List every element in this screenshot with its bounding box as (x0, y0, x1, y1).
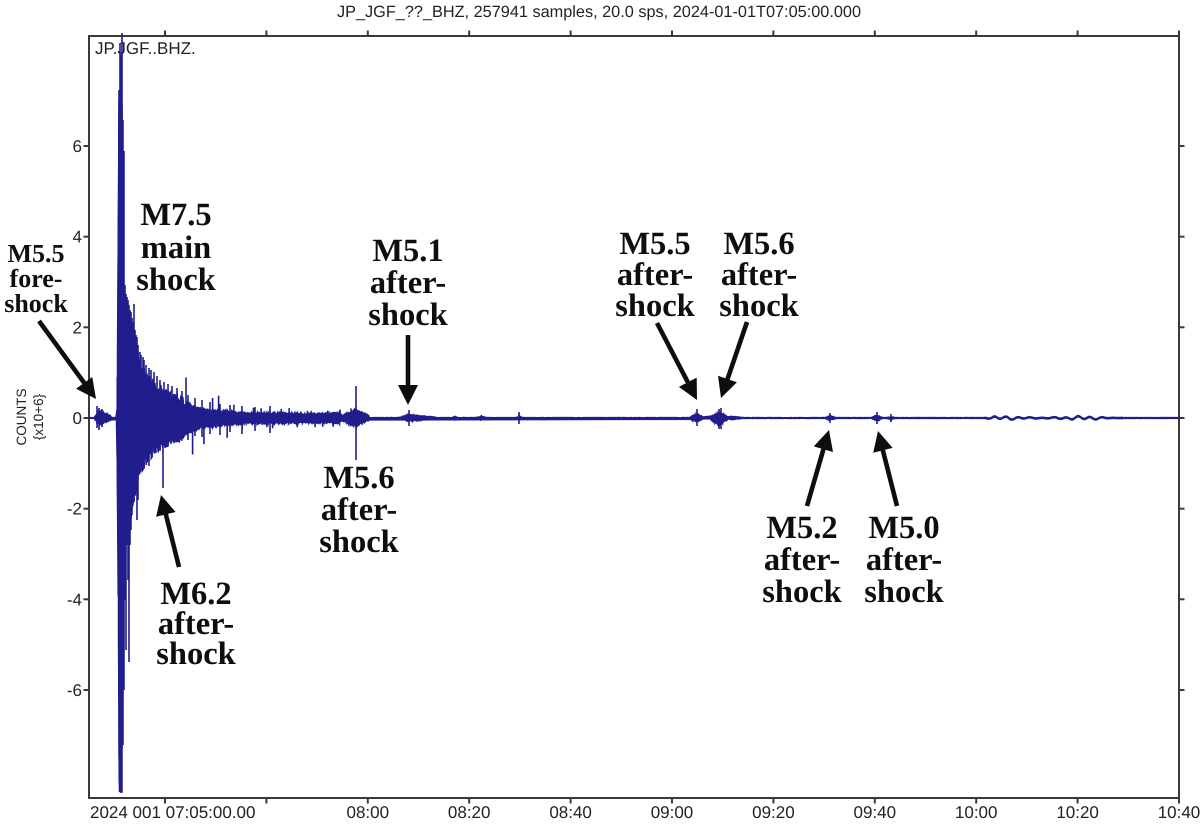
svg-text:M5.5: M5.5 (619, 226, 690, 262)
svg-text:4: 4 (73, 228, 82, 247)
svg-text:shock: shock (4, 289, 68, 318)
svg-text:shock: shock (762, 574, 842, 610)
svg-text:-6: -6 (67, 681, 82, 700)
svg-text:M5.1: M5.1 (372, 233, 443, 269)
svg-text:10:20: 10:20 (1056, 803, 1099, 822)
svg-text:2: 2 (73, 318, 82, 337)
svg-text:shock: shock (136, 262, 216, 298)
svg-text:08:20: 08:20 (448, 803, 491, 822)
svg-text:M5.2: M5.2 (766, 510, 837, 546)
svg-text:10:00: 10:00 (955, 803, 998, 822)
svg-text:09:00: 09:00 (651, 803, 694, 822)
svg-text:JP_JGF_??_BHZ, 257941 samples,: JP_JGF_??_BHZ, 257941 samples, 20.0 sps,… (337, 3, 861, 21)
svg-text:COUNTS: COUNTS (14, 389, 29, 446)
svg-text:after-: after- (764, 542, 840, 578)
svg-text:M6.2: M6.2 (160, 576, 231, 612)
svg-text:after-: after- (321, 492, 397, 528)
svg-text:after-: after- (370, 265, 446, 301)
svg-text:M7.5: M7.5 (140, 197, 211, 233)
svg-text:shock: shock (319, 524, 399, 560)
svg-text:-2: -2 (67, 500, 82, 519)
svg-text:M5.5: M5.5 (7, 239, 64, 268)
svg-text:fore-: fore- (10, 264, 63, 293)
svg-text:0: 0 (73, 409, 82, 428)
svg-text:JP.JGF..BHZ.: JP.JGF..BHZ. (95, 39, 196, 58)
svg-text:6: 6 (73, 137, 82, 156)
svg-text:main: main (141, 230, 211, 266)
svg-text:shock: shock (864, 574, 944, 610)
svg-text:M5.0: M5.0 (868, 510, 939, 546)
svg-text:-4: -4 (67, 590, 82, 609)
svg-text:2024 001 07:05:00.00: 2024 001 07:05:00.00 (90, 803, 255, 822)
svg-text:after-: after- (617, 257, 693, 293)
svg-text:shock: shock (719, 288, 799, 324)
svg-text:08:00: 08:00 (347, 803, 390, 822)
svg-text:shock: shock (615, 288, 695, 324)
svg-text:{x10+6}: {x10+6} (31, 393, 46, 440)
svg-text:shock: shock (156, 636, 236, 672)
svg-text:after-: after- (866, 542, 942, 578)
svg-text:M5.6: M5.6 (723, 226, 794, 262)
svg-text:shock: shock (368, 297, 448, 333)
svg-text:09:20: 09:20 (752, 803, 795, 822)
svg-text:09:40: 09:40 (854, 803, 897, 822)
svg-text:08:40: 08:40 (549, 803, 592, 822)
svg-text:10:40: 10:40 (1158, 803, 1200, 822)
svg-text:M5.6: M5.6 (323, 460, 394, 496)
svg-text:after-: after- (158, 606, 234, 642)
svg-text:after-: after- (721, 257, 797, 293)
